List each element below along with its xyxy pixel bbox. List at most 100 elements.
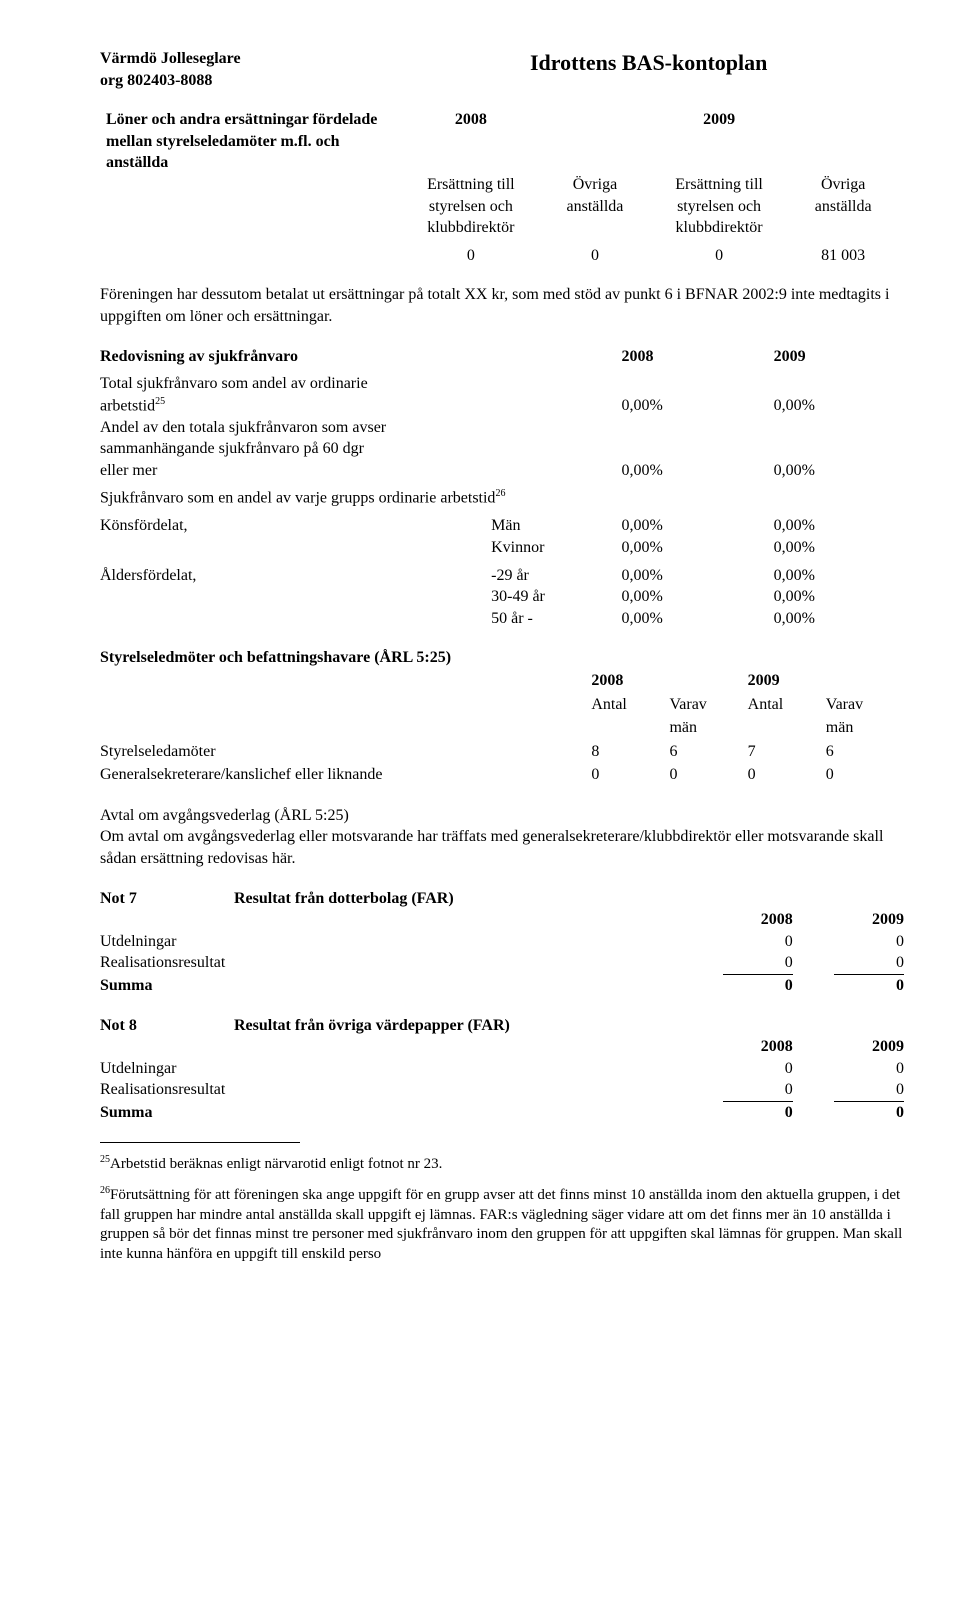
sjuk-a2: 30-49 år bbox=[491, 586, 621, 608]
board-y1: 2008 bbox=[591, 669, 747, 693]
sjuk-r1-l2: arbetstid bbox=[100, 397, 155, 414]
note7-title: Resultat från dotterbolag (FAR) bbox=[234, 890, 454, 907]
sjuk-g-women: Kvinnor bbox=[491, 537, 621, 559]
note7-r2-v1: 0 bbox=[723, 952, 793, 975]
note8-lbl: Not 8 bbox=[100, 1015, 230, 1037]
board-r1-v3: 7 bbox=[748, 740, 826, 764]
sjuk-r1-v2: 0,00% bbox=[774, 395, 904, 417]
board-h-antal-1: Antal bbox=[591, 696, 627, 713]
sjuk-a3-v1: 0,00% bbox=[622, 608, 774, 630]
ers-colh-c3: klubbdirektör bbox=[676, 219, 763, 236]
fn25-text: Arbetstid beräknas enligt närvarotid enl… bbox=[110, 1156, 442, 1172]
ers-colh-c1: Ersättning till bbox=[675, 176, 763, 193]
sjuk-r2-l2: sammanhängande sjukfrånvaro på 60 dgr bbox=[100, 438, 622, 460]
sjuk-r1-v1: 0,00% bbox=[622, 395, 774, 417]
board-r1: Styrelseledamöter bbox=[100, 740, 591, 764]
ers-paragraph: Föreningen har dessutom betalat ut ersät… bbox=[100, 284, 904, 327]
ers-colh-d1: Övriga bbox=[821, 176, 865, 193]
sjuk-a1: -29 år bbox=[491, 565, 621, 587]
note8-title: Resultat från övriga värdepapper (FAR) bbox=[234, 1017, 510, 1034]
board-r2-v4: 0 bbox=[826, 763, 904, 787]
note7-r3-v1: 0 bbox=[670, 975, 833, 997]
note7-r2-v2: 0 bbox=[834, 952, 904, 975]
ers-colh-a1: Ersättning till bbox=[427, 176, 515, 193]
sjuk-sub-sup: 26 bbox=[495, 488, 505, 499]
note8-r2-v2: 0 bbox=[834, 1079, 904, 1102]
note8-r1-v2: 0 bbox=[833, 1058, 904, 1080]
note8-r3: Summa bbox=[100, 1102, 670, 1124]
fn26-sup: 26 bbox=[100, 1185, 110, 1196]
note7-r2: Realisationsresultat bbox=[100, 952, 670, 975]
note7-y1: 2008 bbox=[670, 909, 833, 931]
avtal-section: Avtal om avgångsvederlag (ÅRL 5:25) Om a… bbox=[100, 805, 904, 870]
sjuk-section: Redovisning av sjukfrånvaro 2008 2009 To… bbox=[100, 346, 904, 630]
avtal-l2: Om avtal om avgångsvederlag eller motsva… bbox=[100, 826, 904, 869]
ers-section: Löner och andra ersättningar fördelade m… bbox=[100, 109, 904, 266]
note8-y2: 2009 bbox=[833, 1036, 904, 1058]
sjuk-a3: 50 år - bbox=[491, 608, 621, 630]
sjuk-r2-v2: 0,00% bbox=[774, 460, 904, 482]
ers-val-d: 81 003 bbox=[782, 245, 904, 267]
ers-year-2: 2009 bbox=[656, 109, 783, 174]
org-no: org 802403-8088 bbox=[100, 70, 330, 92]
sjuk-y1: 2008 bbox=[622, 346, 774, 368]
board-h-man-1: män bbox=[669, 716, 747, 740]
sjuk-age-label: Åldersfördelat, bbox=[100, 565, 491, 587]
ers-colh-a2: styrelsen och bbox=[429, 198, 513, 215]
doc-title: Idrottens BAS-kontoplan bbox=[530, 48, 767, 78]
sjuk-g-men-v2: 0,00% bbox=[774, 515, 904, 537]
board-h-varav-1: Varav bbox=[669, 696, 706, 713]
board-r2: Generalsekreterare/kanslichef eller likn… bbox=[100, 763, 591, 787]
sjuk-sub-heading: Sjukfrånvaro som en andel av varje grupp… bbox=[100, 490, 495, 507]
sjuk-a2-v2: 0,00% bbox=[774, 586, 904, 608]
board-section: Styrelseledmöter och befattningshavare (… bbox=[100, 647, 904, 787]
note8-r1: Utdelningar bbox=[100, 1058, 670, 1080]
sjuk-g-women-v1: 0,00% bbox=[622, 537, 774, 559]
board-r1-v2: 6 bbox=[669, 740, 747, 764]
board-h-man-2: män bbox=[826, 716, 904, 740]
sjuk-g-women-v2: 0,00% bbox=[774, 537, 904, 559]
note7-r3: Summa bbox=[100, 975, 670, 997]
board-r2-v3: 0 bbox=[748, 763, 826, 787]
ers-year-1: 2008 bbox=[408, 109, 535, 174]
sjuk-a1-v1: 0,00% bbox=[622, 565, 774, 587]
sjuk-r1-sup: 25 bbox=[155, 396, 165, 407]
board-r1-v4: 6 bbox=[826, 740, 904, 764]
note8-y1: 2008 bbox=[670, 1036, 833, 1058]
footnote-25: 25Arbetstid beräknas enligt närvarotid e… bbox=[100, 1153, 904, 1175]
sjuk-heading: Redovisning av sjukfrånvaro bbox=[100, 346, 622, 368]
ers-title-1: Löner och andra ersättningar fördelade bbox=[106, 111, 377, 128]
sjuk-a3-v2: 0,00% bbox=[774, 608, 904, 630]
note7-y2: 2009 bbox=[833, 909, 904, 931]
footnote-rule bbox=[100, 1142, 300, 1143]
note7-r1-v1: 0 bbox=[670, 931, 833, 953]
note8-r2-v1: 0 bbox=[723, 1079, 793, 1102]
ers-val-c: 0 bbox=[656, 245, 783, 267]
board-r2-v2: 0 bbox=[669, 763, 747, 787]
sjuk-gender-label: Könsfördelat, bbox=[100, 515, 491, 537]
board-r2-v1: 0 bbox=[591, 763, 669, 787]
sjuk-r2-v1: 0,00% bbox=[622, 460, 774, 482]
ers-val-b: 0 bbox=[534, 245, 656, 267]
ers-colh-a3: klubbdirektör bbox=[427, 219, 514, 236]
fn26-text: Förutsättning för att föreningen ska ang… bbox=[100, 1187, 902, 1262]
sjuk-r1-l1: Total sjukfrånvaro som andel av ordinari… bbox=[100, 373, 622, 395]
footnote-26: 26Förutsättning för att föreningen ska a… bbox=[100, 1184, 904, 1264]
ers-title-2: mellan styrelseledamöter m.fl. och bbox=[106, 133, 340, 150]
ers-colh-b2: anställda bbox=[567, 198, 624, 215]
board-h-varav-2: Varav bbox=[826, 696, 863, 713]
ers-colh-c2: styrelsen och bbox=[677, 198, 761, 215]
ers-title-3: anställda bbox=[106, 154, 168, 171]
org-name: Värmdö Jolleseglare bbox=[100, 48, 330, 70]
note8-r3-v2: 0 bbox=[833, 1102, 904, 1124]
fn25-sup: 25 bbox=[100, 1154, 110, 1165]
doc-header: Värmdö Jolleseglare org 802403-8088 Idro… bbox=[100, 48, 904, 91]
ers-colh-d2: anställda bbox=[815, 198, 872, 215]
board-y2: 2009 bbox=[748, 669, 904, 693]
note8-r1-v1: 0 bbox=[670, 1058, 833, 1080]
board-h-antal-2: Antal bbox=[748, 696, 784, 713]
sjuk-a2-v1: 0,00% bbox=[622, 586, 774, 608]
note7-lbl: Not 7 bbox=[100, 888, 230, 910]
note8-r3-v1: 0 bbox=[670, 1102, 833, 1124]
note8-section: Not 8 Resultat från övriga värdepapper (… bbox=[100, 1015, 904, 1124]
